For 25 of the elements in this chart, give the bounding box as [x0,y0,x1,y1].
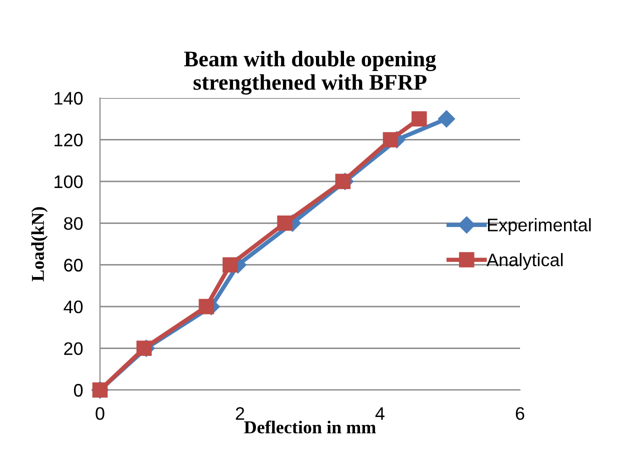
point [136,340,152,356]
y-tick-label: 0 [74,384,83,397]
chart-title: Beam with double opening strengthened with BFRP [184,50,436,95]
y-axis-title: Load(kN) [31,207,48,282]
x-tick-label: 6 [516,407,524,420]
y-tick-label: 140 [54,92,83,105]
x-axis-title: Deflection in mm [244,420,376,434]
point [222,257,238,272]
legend-label: Experimental [488,218,591,235]
point [382,132,398,148]
point [438,110,456,128]
y-tick-label: 120 [54,134,83,146]
y-tick-label: 80 [64,217,83,230]
x-tick-label: 2 [236,407,244,420]
point [198,298,214,314]
point [277,216,292,231]
y-tick-label: 100 [54,175,83,188]
y-tick-label: 40 [64,300,83,314]
y-tick-label: 20 [64,342,83,356]
point [335,174,351,190]
point [412,111,427,126]
x-tick-label: 0 [96,407,104,420]
x-tick-label: 4 [375,407,384,420]
legend-label: Analytical [486,253,563,270]
y-tick-label: 60 [64,258,83,272]
